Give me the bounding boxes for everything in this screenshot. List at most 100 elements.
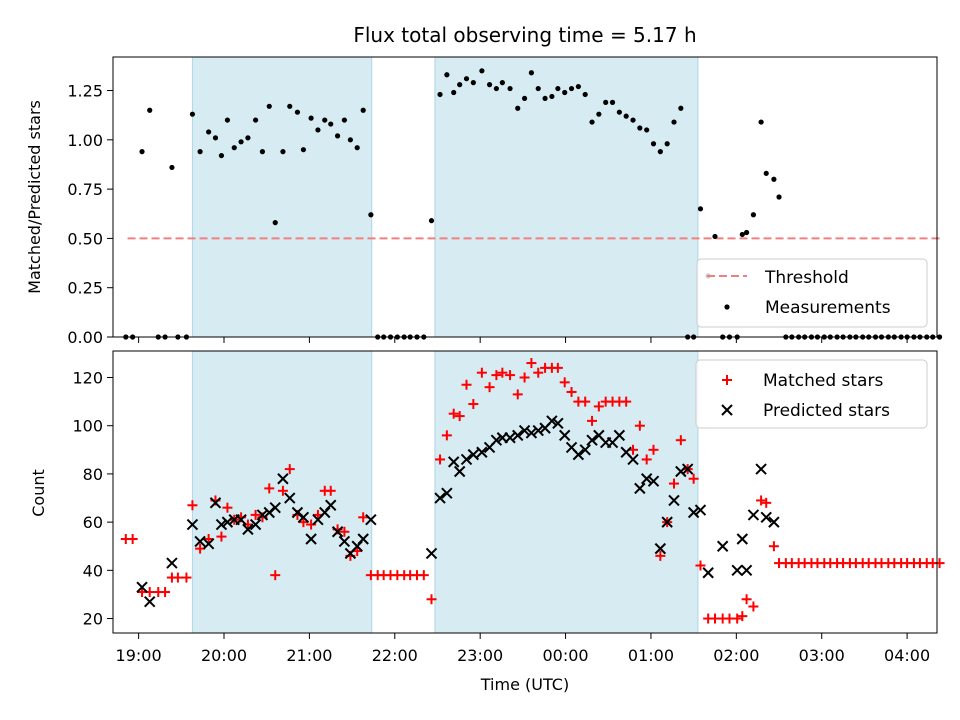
y-tick-label: 0.75: [67, 180, 103, 199]
measurement-point: [294, 109, 301, 115]
predicted-star-point: [476, 446, 488, 458]
x-tick-label: 02:00: [713, 646, 759, 665]
measurement-point: [650, 141, 657, 147]
matched-star-point: [648, 444, 659, 455]
measurement-point: [322, 117, 328, 123]
predicted-star-point: [305, 533, 317, 545]
measurement-point: [218, 152, 225, 159]
measurement-point: [542, 95, 548, 102]
matched-star-point: [512, 389, 523, 400]
predicted-star-point: [681, 463, 694, 475]
measurement-point: [224, 117, 231, 123]
measurement-point: [678, 105, 684, 111]
x-tick-label: 19:00: [116, 646, 162, 665]
x-axis-label: Time (UTC): [480, 675, 569, 694]
measurement-point: [470, 80, 476, 86]
y-tick-label: 100: [72, 417, 103, 436]
measurement-point: [575, 83, 581, 90]
matched-star-point: [222, 502, 233, 513]
measurement-point: [664, 141, 670, 147]
predicted-star-point: [731, 564, 743, 577]
measurement-point: [238, 139, 244, 145]
matched-star-point: [461, 379, 472, 390]
matched-star-point: [435, 454, 446, 465]
measurement-point: [287, 103, 293, 109]
matched-star-point: [621, 396, 632, 407]
legend-threshold-label: Threshold: [764, 268, 849, 288]
matched-star-point: [761, 497, 772, 508]
matched-star-point: [203, 534, 214, 544]
predicted-star-point: [532, 424, 544, 437]
measurement-point: [637, 125, 643, 131]
measurement-point: [206, 129, 212, 135]
measurement-point: [360, 107, 366, 113]
measurement-point: [197, 149, 203, 155]
matched-star-point: [339, 526, 350, 537]
legend-box: [696, 258, 928, 328]
chart-title: Flux total observing time = 5.17 h: [353, 23, 696, 47]
y-tick-label: 1.25: [67, 82, 103, 101]
predicted-star-point: [558, 429, 571, 442]
top-panel: 0.00 0.25 0.50 0.75 1.00 1.25 Matched/Predict…: [25, 56, 943, 347]
predicted-star-point: [747, 509, 760, 521]
measurement-point: [315, 127, 321, 133]
matched-star-point: [277, 485, 288, 496]
predicted-star-point: [269, 501, 281, 514]
measurement-point: [272, 220, 278, 226]
predicted-star-point: [357, 533, 369, 545]
x-tick-label: 20:00: [201, 646, 247, 665]
x-tick-label: 00:00: [543, 646, 589, 665]
top-x-ticks: [138, 337, 908, 343]
observing-band: [434, 350, 699, 634]
predicted-star-point: [552, 417, 564, 430]
predicted-star-point: [640, 473, 653, 485]
bottom-y-axis: 20 40 60 80 100 120: [72, 369, 113, 629]
predicted-star-point: [675, 465, 687, 478]
top-legend: Threshold Measurements: [696, 258, 928, 328]
matched-star-point: [741, 594, 752, 605]
predicted-star-point: [441, 487, 453, 499]
measurement-point: [776, 194, 782, 200]
matched-star-point: [484, 382, 495, 393]
matched-star-point: [519, 372, 530, 383]
measurement-point: [758, 119, 764, 125]
measurement-point: [562, 89, 568, 96]
measurement-point: [169, 164, 175, 171]
matched-star-point: [566, 386, 577, 397]
predicted-star-point: [687, 506, 700, 519]
matched-star-point: [732, 613, 743, 624]
measurement-point: [616, 109, 622, 115]
measurement-point: [771, 176, 777, 182]
matched-star-point: [468, 399, 479, 410]
matched-star-point: [187, 500, 198, 511]
matched-star-point: [593, 401, 604, 412]
matched-star-point: [748, 601, 759, 612]
measurement-point: [231, 145, 237, 151]
matched-star-point: [580, 396, 591, 407]
measurement-point: [493, 85, 499, 92]
predicted-star-point: [525, 427, 538, 439]
bottom-panel: 20 40 60 80 100 120 19:00 20:00 21:00 22:00 23:00…: [29, 350, 945, 694]
bottom-y-axis-label: Count: [29, 469, 48, 517]
matched-star-point: [497, 367, 508, 378]
predicted-star-point: [215, 518, 228, 531]
measurement-point: [259, 149, 266, 155]
predicted-star-point: [768, 516, 780, 528]
matched-star-point: [418, 570, 429, 581]
measurement-point: [555, 85, 561, 92]
predicted-star-point: [613, 429, 626, 442]
matched-star-point: [655, 550, 666, 561]
predicted-star-point: [627, 453, 639, 466]
measurement-point: [486, 82, 493, 88]
top-y-axis: 0.00 0.25 0.50 0.75 1.00 1.25: [67, 82, 113, 347]
matched-star-point: [264, 483, 275, 494]
matched-star-point: [476, 367, 487, 378]
measurement-point: [515, 105, 521, 111]
measurement-point: [603, 99, 609, 105]
matched-star-point: [533, 367, 544, 378]
x-tick-label: 22:00: [372, 646, 418, 665]
predicted-star-point: [634, 482, 646, 495]
predicted-star-point: [490, 434, 503, 446]
top-y-axis-label: Matched/Predicted stars: [25, 100, 44, 294]
